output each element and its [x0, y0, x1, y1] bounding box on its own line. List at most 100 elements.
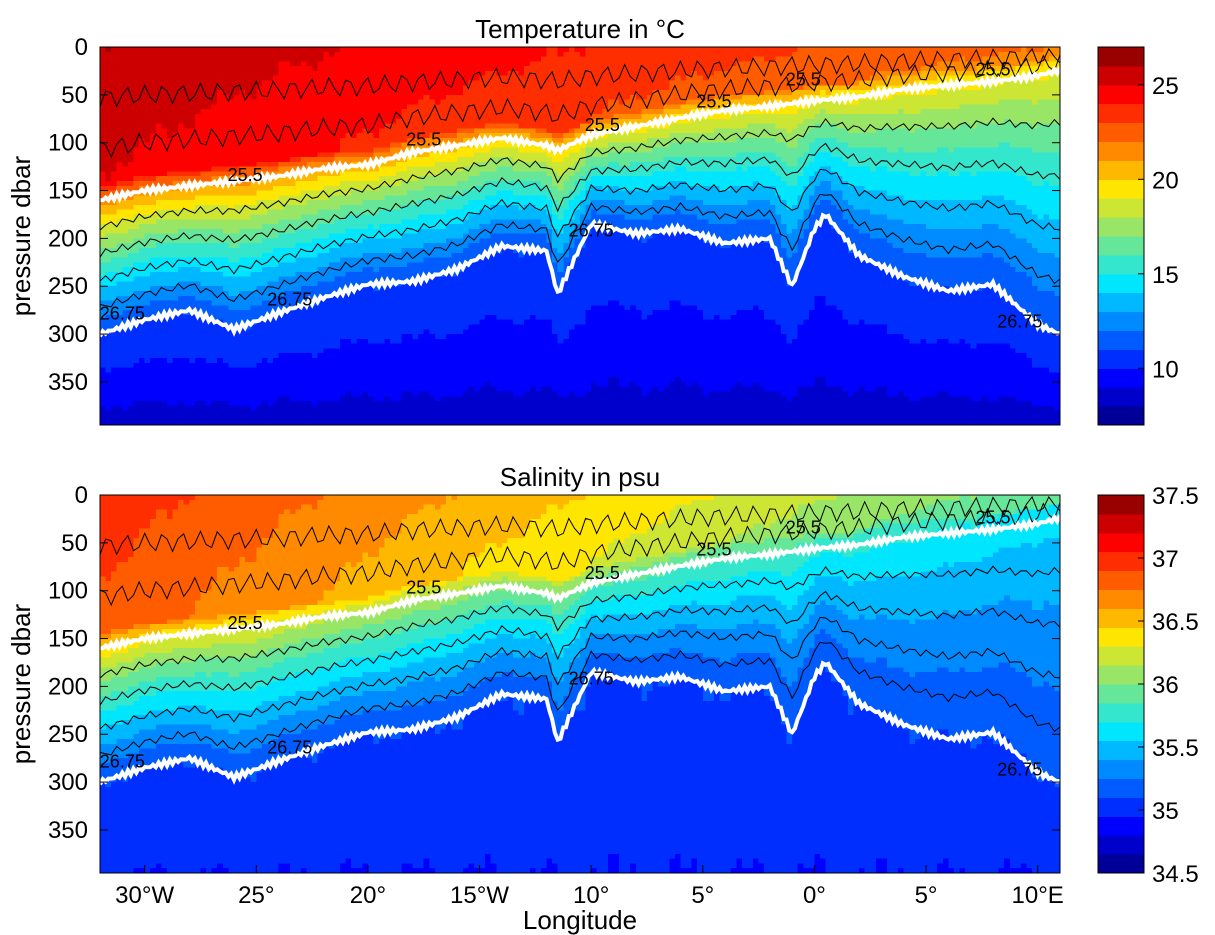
- contour-label: 26.75: [997, 759, 1042, 779]
- y-axis-label: pressure dbar: [6, 603, 36, 764]
- x-tick-label: 15°W: [450, 882, 509, 909]
- contour-label: 26.75: [100, 752, 145, 772]
- contour-label: 25.5: [228, 165, 263, 185]
- colorbar-band: [1098, 703, 1144, 722]
- contour-label: 26.75: [997, 311, 1042, 331]
- colorbar-tick-label: 10: [1152, 356, 1179, 383]
- contour-label: 25.5: [696, 91, 731, 111]
- x-tick-label: 25°: [238, 882, 274, 909]
- colorbar-band: [1098, 571, 1144, 590]
- y-tick-label: 300: [48, 769, 88, 796]
- colorbar-band: [1098, 47, 1144, 66]
- colorbar-tick-label: 37.5: [1152, 483, 1199, 510]
- colorbar-band: [1098, 104, 1144, 123]
- colorbar-band: [1098, 349, 1144, 368]
- colorbar-band: [1098, 274, 1144, 293]
- colorbar-band: [1098, 495, 1144, 514]
- y-tick-label: 50: [61, 82, 88, 109]
- colorbar-band: [1098, 312, 1144, 331]
- contour-label: 25.5: [786, 517, 821, 537]
- contour-label: 25.5: [786, 69, 821, 89]
- contour-label: 25.5: [975, 60, 1010, 80]
- y-tick-label: 200: [48, 673, 88, 700]
- y-tick-label: 350: [48, 817, 88, 844]
- colorbar-band: [1098, 779, 1144, 798]
- colorbar-tick-label: 36: [1152, 672, 1179, 699]
- colorbar: 10 15 20 25: [1098, 47, 1179, 426]
- chart-panel-2: 25.5 25.5 25.5 25.5 25.5 25.5 26.75 26.75 26.75 2…: [6, 462, 1199, 935]
- colorbar-band: [1098, 406, 1144, 425]
- y-tick-label: 0: [75, 482, 88, 509]
- contour-label: 25.5: [585, 563, 620, 583]
- colorbar-band: [1098, 608, 1144, 627]
- y-tick-label: 250: [48, 273, 88, 300]
- colorbar-band: [1098, 741, 1144, 760]
- colorbar-band: [1098, 179, 1144, 198]
- colorbar: 34.5 35 35.5 36 36.5 37 37.5: [1098, 483, 1199, 888]
- contour-label: 26.75: [569, 668, 614, 688]
- colorbar-tick-label: 15: [1152, 262, 1179, 289]
- colorbar-band: [1098, 514, 1144, 533]
- colorbar-band: [1098, 760, 1144, 779]
- colorbar-band: [1098, 368, 1144, 387]
- colorbar-tick-label: 34.5: [1152, 861, 1199, 888]
- colorbar-band: [1098, 722, 1144, 741]
- y-tick-label: 0: [75, 34, 88, 61]
- colorbar-band: [1098, 236, 1144, 255]
- x-tick-label: 20°: [350, 882, 386, 909]
- y-tick-label: 100: [48, 130, 88, 157]
- contour-label: 26.75: [267, 289, 312, 309]
- contour-label: 25.5: [585, 115, 620, 135]
- x-tick-label: 0°: [803, 882, 826, 909]
- colorbar-band: [1098, 835, 1144, 854]
- x-tick-label: 10°E: [1012, 882, 1064, 909]
- colorbar-tick-label: 36.5: [1152, 609, 1199, 636]
- contour-label: 26.75: [267, 737, 312, 757]
- y-tick-label: 50: [61, 530, 88, 557]
- colorbar-band: [1098, 331, 1144, 350]
- colorbar-band: [1098, 85, 1144, 104]
- colorbar-band: [1098, 293, 1144, 312]
- y-tick-label: 350: [48, 369, 88, 396]
- colorbar-band: [1098, 665, 1144, 684]
- y-tick-label: 100: [48, 578, 88, 605]
- colorbar-band: [1098, 684, 1144, 703]
- colorbar-band: [1098, 217, 1144, 236]
- y-tick-label: 150: [48, 178, 88, 205]
- colorbar-band: [1098, 255, 1144, 274]
- chart-title: Temperature in °C: [475, 14, 685, 44]
- contour-label: 25.5: [228, 613, 263, 633]
- colorbar-band: [1098, 387, 1144, 406]
- y-tick-label: 200: [48, 225, 88, 252]
- contour-label: 25.5: [406, 578, 441, 598]
- colorbar-tick-label: 35.5: [1152, 735, 1199, 762]
- colorbar-tick-label: 25: [1152, 73, 1179, 100]
- y-tick-label: 250: [48, 721, 88, 748]
- colorbar-band: [1098, 123, 1144, 142]
- x-tick-label: 5°: [691, 882, 714, 909]
- colorbar-tick-label: 35: [1152, 798, 1179, 825]
- colorbar-tick-label: 37: [1152, 546, 1179, 573]
- contour-label: 25.5: [406, 130, 441, 150]
- colorbar-band: [1098, 797, 1144, 816]
- chart-title: Salinity in psu: [500, 462, 660, 492]
- contour-label: 26.75: [100, 304, 145, 324]
- chart-panel-1: 25.5 25.5 25.5 25.5 25.5 25.5 26.75 26.75 26.75 2…: [6, 14, 1179, 426]
- colorbar-band: [1098, 142, 1144, 161]
- y-tick-label: 300: [48, 321, 88, 348]
- x-axis-label: Longitude: [523, 905, 637, 935]
- colorbar-band: [1098, 646, 1144, 665]
- y-axis-label: pressure dbar: [6, 155, 36, 316]
- colorbar-band: [1098, 627, 1144, 646]
- y-tick-label: 150: [48, 626, 88, 653]
- contour-label: 25.5: [696, 539, 731, 559]
- colorbar-band: [1098, 816, 1144, 835]
- colorbar-band: [1098, 854, 1144, 873]
- colorbar-band: [1098, 160, 1144, 179]
- x-tick-label: 30°W: [115, 882, 174, 909]
- colorbar-band: [1098, 552, 1144, 571]
- colorbar-tick-label: 20: [1152, 167, 1179, 194]
- colorbar-band: [1098, 198, 1144, 217]
- colorbar-band: [1098, 533, 1144, 552]
